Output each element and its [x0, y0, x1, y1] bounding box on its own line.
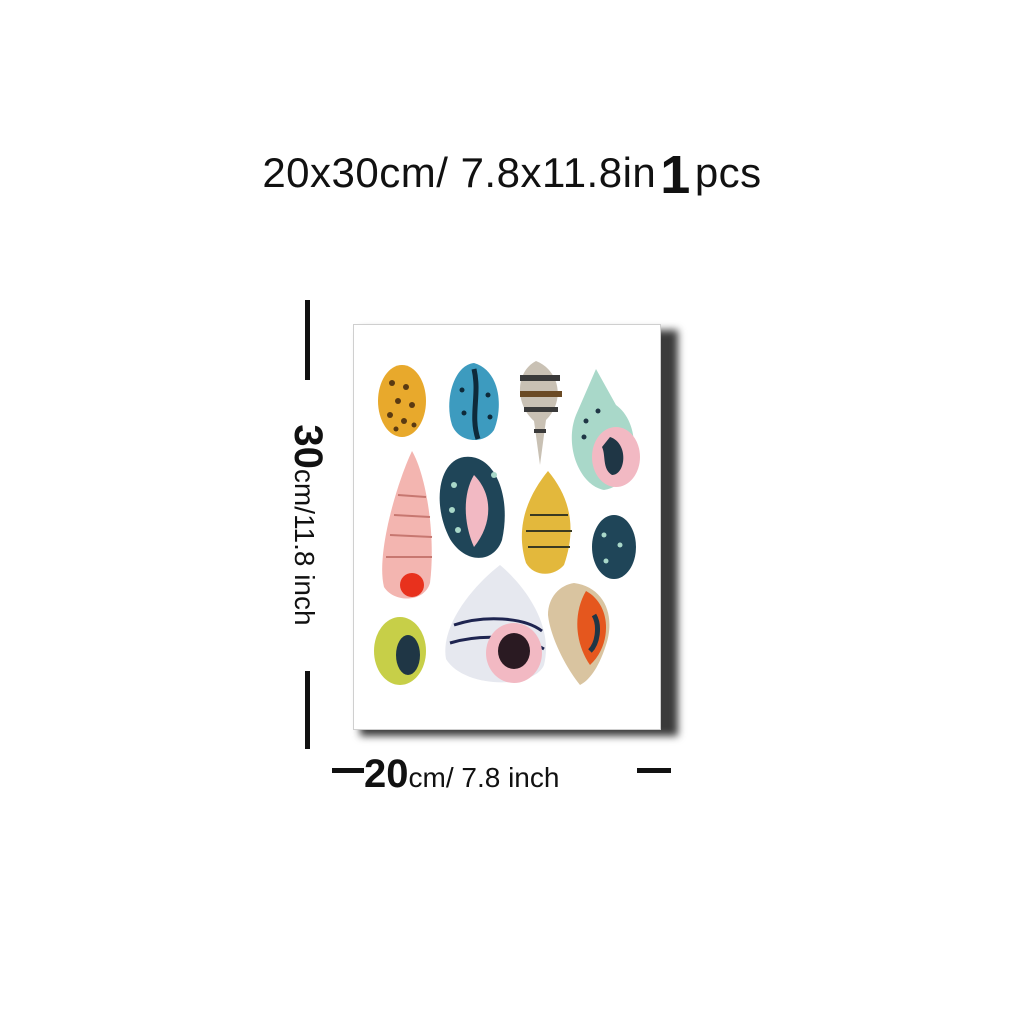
seashell-artwork: [354, 325, 660, 729]
shell-blue-cowrie: [449, 363, 499, 440]
shell-striped-top: [445, 565, 546, 683]
quantity-unit: pcs: [695, 149, 762, 196]
height-dimension-label: 30cm/11.8 inch: [290, 355, 330, 695]
shell-golden-cone: [522, 471, 572, 574]
shell-pink-auger: [382, 451, 432, 599]
shell-striped-spindle: [520, 361, 562, 465]
quantity-number: 1: [660, 145, 691, 205]
shell-teal-whelk: [572, 369, 640, 490]
shell-green-nerite: [374, 617, 426, 685]
size-text: 20x30cm/ 7.8x11.8in: [262, 149, 656, 196]
shell-dark-cowrie: [440, 457, 505, 558]
width-value: 20: [364, 752, 409, 796]
width-unit: cm/ 7.8 inch: [409, 762, 560, 793]
width-line-right: [637, 768, 671, 773]
canvas-print: [353, 324, 661, 730]
height-value: 30: [286, 424, 330, 469]
shell-orange-conch: [548, 583, 609, 685]
width-line-left: [332, 768, 364, 773]
height-unit: cm/11.8 inch: [289, 469, 320, 626]
shell-yellow-cowrie: [378, 365, 426, 437]
width-dimension-label: 20cm/ 7.8 inch: [364, 752, 559, 797]
product-size-title: 20x30cm/ 7.8x11.8in1pcs: [0, 138, 1024, 200]
shell-small-dark-cowrie: [592, 515, 636, 579]
